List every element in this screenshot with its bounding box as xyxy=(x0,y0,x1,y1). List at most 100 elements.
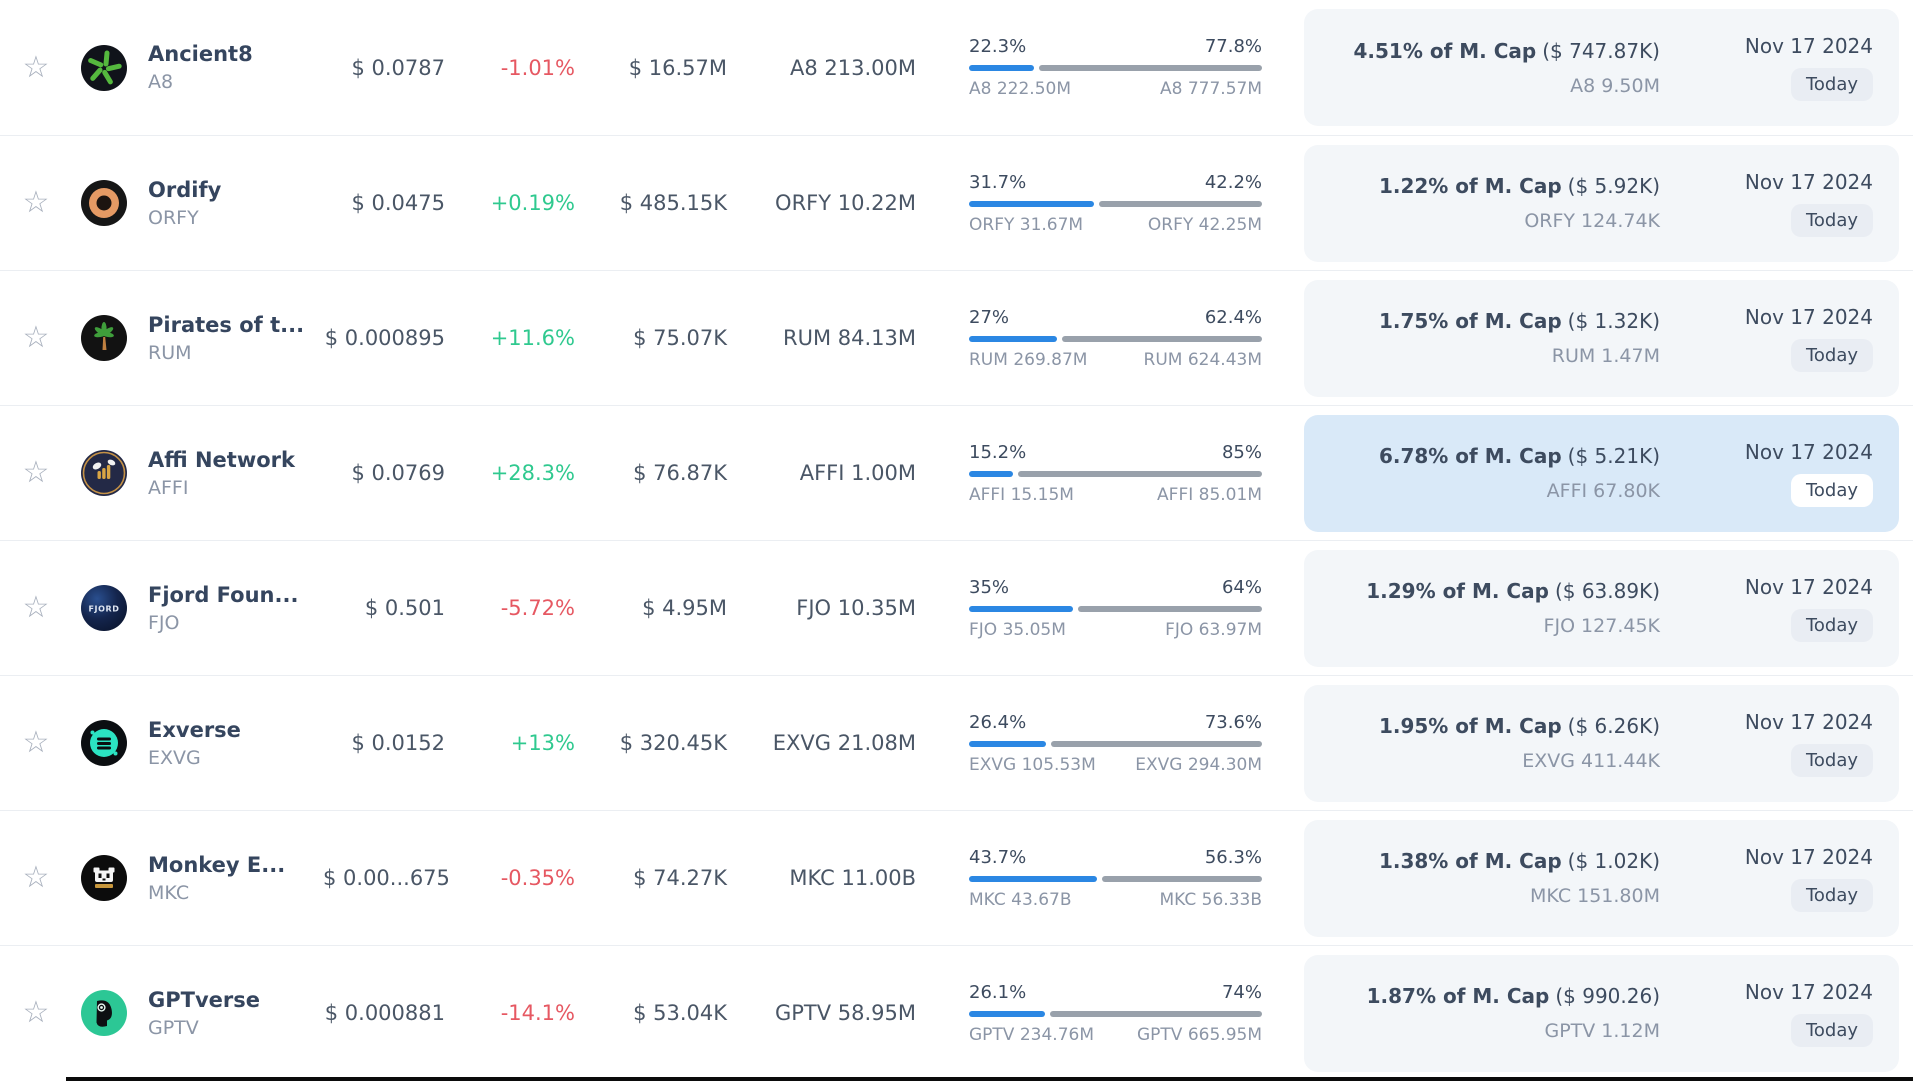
table-row[interactable]: ☆ Exverse EXVG $ 0.0152 +13% $ 320.45K E… xyxy=(0,675,1913,810)
date-label: Nov 17 2024 xyxy=(1744,439,1873,464)
favorite-star-icon[interactable]: ☆ xyxy=(22,455,50,490)
progress-left-percent: 22.3% xyxy=(969,36,1027,57)
volume-cell: $ 75.07K xyxy=(633,326,727,350)
change-cell: +11.6% xyxy=(490,326,575,350)
progress-left-percent: 26.4% xyxy=(969,711,1027,733)
today-badge: Today xyxy=(1790,878,1873,912)
affi-bee-icon xyxy=(80,449,128,497)
favorite-star-icon[interactable]: ☆ xyxy=(22,185,50,220)
favorite-star-icon[interactable]: ☆ xyxy=(22,590,50,625)
mcap-percent: 1.75% of M. Cap xyxy=(1378,309,1562,333)
price-cell: $ 0.501 xyxy=(364,596,445,620)
table-row[interactable]: ☆ Monkey E... MKC $ 0.00...675 -0.35% $ … xyxy=(0,810,1913,945)
mcap-usd: ($ 1.02K) xyxy=(1567,849,1660,873)
supply-cell: MKC 11.00B xyxy=(789,866,916,890)
progress-right-label: RUM 624.43M xyxy=(1143,349,1262,370)
progress-bar xyxy=(969,470,1262,477)
progress-left-percent: 27% xyxy=(969,306,1010,328)
progress-bar xyxy=(969,605,1262,612)
coin-symbol: GPTV xyxy=(148,1016,199,1039)
table-row[interactable]: ☆ Ordify ORFY $ 0.0475 +0.19% $ 485.15K … xyxy=(0,135,1913,270)
change-cell: -1.01% xyxy=(500,55,575,80)
progress-right-label: ORFY 42.25M xyxy=(1147,214,1262,235)
favorite-star-icon[interactable]: ☆ xyxy=(22,725,50,760)
coin-name[interactable]: Affi Network xyxy=(148,447,295,472)
mcap-usd: ($ 63.89K) xyxy=(1554,579,1660,603)
coin-name[interactable]: Ancient8 xyxy=(148,42,253,66)
mcap-usd: ($ 990.26) xyxy=(1555,984,1660,1008)
mcap-sub: MKC 151.80M xyxy=(1530,885,1660,907)
coin-name[interactable]: Ordify xyxy=(148,177,222,202)
mcap-panel: 1.95% of M. Cap ($ 6.26K) EXVG 411.44K No… xyxy=(1304,684,1899,802)
change-cell: -0.35% xyxy=(500,866,575,890)
favorite-star-icon[interactable]: ☆ xyxy=(22,860,50,895)
today-badge: Today xyxy=(1790,743,1873,777)
date-label: Nov 17 2024 xyxy=(1744,34,1873,58)
price-cell: $ 0.0152 xyxy=(351,731,445,755)
coin-symbol: MKC xyxy=(148,881,190,904)
date-label: Nov 17 2024 xyxy=(1744,709,1873,734)
table-row[interactable]: ☆ Pirates of t... RUM $ 0.000895 +11.6% … xyxy=(0,270,1913,405)
today-badge: Today xyxy=(1790,473,1873,507)
mcap-sub: A8 9.50M xyxy=(1570,74,1660,97)
progress-right-label: EXVG 294.30M xyxy=(1135,754,1262,775)
mcap-usd: ($ 1.32K) xyxy=(1567,309,1660,333)
table-row[interactable]: ☆ GPTverse GPTV $ 0.000881 -14.1% $ 53.0… xyxy=(0,945,1913,1080)
progress-left-percent: 43.7% xyxy=(969,846,1027,868)
mcap-panel-highlighted: 6.78% of M. Cap ($ 5.21K) AFFI 67.80K Nov… xyxy=(1304,414,1899,532)
mcap-percent: 4.51% of M. Cap xyxy=(1353,38,1537,63)
coin-name[interactable]: Exverse xyxy=(148,717,241,742)
table-row[interactable]: ☆ Affi Network AFFI $ 0.0769 +28.3% $ 76… xyxy=(0,405,1913,540)
palm-tree-icon xyxy=(80,314,128,362)
coin-name[interactable]: GPTverse xyxy=(148,987,260,1012)
price-cell: $ 0.000895 xyxy=(324,326,445,350)
mcap-percent: 1.22% of M. Cap xyxy=(1378,174,1562,198)
progress-right-label: FJO 63.97M xyxy=(1165,619,1262,640)
today-badge: Today xyxy=(1790,338,1873,372)
progress-bar xyxy=(969,65,1262,71)
monkey-face-icon xyxy=(80,854,128,902)
progress-cell: 35% 64% FJO 35.05M FJO 63.97M xyxy=(969,577,1262,640)
coin-name[interactable]: Fjord Foun... xyxy=(148,582,299,607)
today-badge: Today xyxy=(1790,1013,1873,1047)
favorite-star-icon[interactable]: ☆ xyxy=(22,320,50,355)
mcap-usd: ($ 5.21K) xyxy=(1567,444,1660,468)
volume-cell: $ 485.15K xyxy=(619,191,727,215)
mcap-panel: 1.38% of M. Cap ($ 1.02K) MKC 151.80M Nov… xyxy=(1304,819,1899,937)
progress-cell: 27% 62.4% RUM 269.87M RUM 624.43M xyxy=(969,307,1262,370)
bottom-divider xyxy=(66,1077,1913,1081)
favorite-star-icon[interactable]: ☆ xyxy=(22,995,50,1030)
progress-right-percent: 64% xyxy=(1221,576,1262,598)
progress-left-label: A8 222.50M xyxy=(969,79,1071,99)
ancient8-pinwheel-icon xyxy=(80,44,128,92)
date-label: Nov 17 2024 xyxy=(1744,979,1873,1004)
progress-left-percent: 15.2% xyxy=(969,441,1027,463)
table-row[interactable]: ☆ Ancient8 A8 $ 0.0787 -1.01% $ 16.57M A… xyxy=(0,0,1913,135)
coin-name[interactable]: Pirates of t... xyxy=(148,312,305,337)
progress-left-percent: 31.7% xyxy=(969,171,1027,193)
table-row[interactable]: ☆ FJORD Fjord Foun... FJO $ 0.501 -5.72%… xyxy=(0,540,1913,675)
mcap-sub: AFFI 67.80K xyxy=(1546,480,1660,502)
fjord-globe-icon: FJORD xyxy=(80,584,128,632)
coin-symbol: RUM xyxy=(148,341,192,364)
progress-bar xyxy=(969,740,1262,747)
favorite-star-icon[interactable]: ☆ xyxy=(22,49,50,85)
volume-cell: $ 76.87K xyxy=(633,461,727,485)
mcap-panel: 1.29% of M. Cap ($ 63.89K) FJO 127.45K No… xyxy=(1304,549,1899,667)
change-cell: +0.19% xyxy=(490,191,575,215)
mcap-panel: 1.22% of M. Cap ($ 5.92K) ORFY 124.74K No… xyxy=(1304,144,1899,262)
volume-cell: $ 320.45K xyxy=(619,731,727,755)
coin-name[interactable]: Monkey E... xyxy=(148,852,286,877)
progress-right-label: GPTV 665.95M xyxy=(1137,1024,1262,1045)
price-cell: $ 0.000881 xyxy=(324,1001,445,1025)
progress-cell: 31.7% 42.2% ORFY 31.67M ORFY 42.25M xyxy=(969,172,1262,235)
coin-symbol: EXVG xyxy=(148,746,201,769)
progress-cell: 15.2% 85% AFFI 15.15M AFFI 85.01M xyxy=(969,442,1262,505)
progress-bar xyxy=(969,200,1262,207)
progress-right-label: MKC 56.33B xyxy=(1159,889,1263,910)
change-cell: +13% xyxy=(510,731,575,755)
today-badge: Today xyxy=(1790,608,1873,642)
today-badge: Today xyxy=(1790,68,1873,101)
progress-left-label: AFFI 15.15M xyxy=(969,484,1074,505)
supply-cell: ORFY 10.22M xyxy=(775,191,916,215)
